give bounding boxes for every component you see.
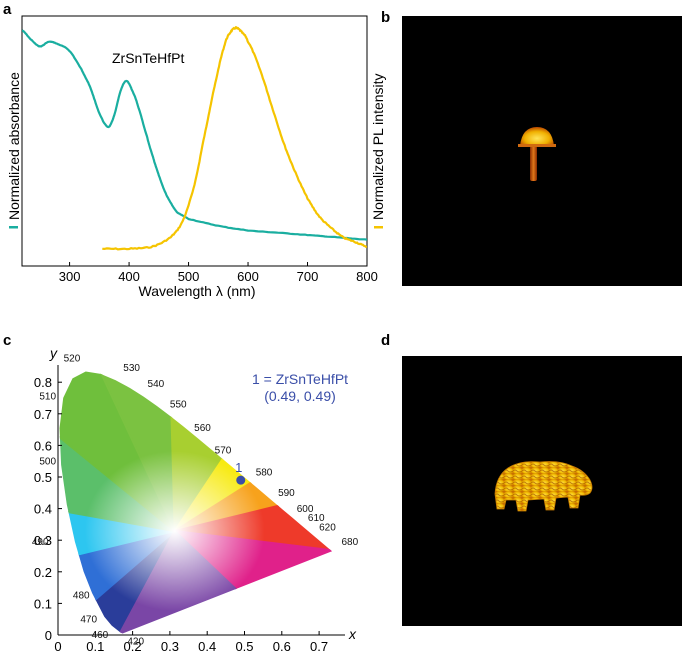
panel-a-x-tick-label: 700 — [297, 269, 319, 284]
panel-c-x-tick-label: 0.5 — [235, 639, 253, 654]
panel-c-x-tick-label: 0 — [54, 639, 61, 654]
wavelength-label: 600 — [297, 504, 314, 515]
panel-c-x-tick-label: 0.3 — [161, 639, 179, 654]
wavelength-label: 570 — [215, 445, 232, 456]
wavelength-label: 520 — [64, 354, 81, 365]
wavelength-label: 560 — [194, 423, 211, 434]
panel-c-y-tick-label: 0.2 — [34, 565, 52, 580]
wavelength-label: 470 — [80, 614, 97, 625]
panel-c-legend-line1: 1 = ZrSnTeHfPt — [252, 371, 348, 387]
panel-c-ticks: 0 0.1 0.2 0.3 0.4 0.5 0.6 0.7 0 0.1 0.2 0.3 0.4 0.5 0.… — [34, 375, 328, 654]
wavelength-label: 530 — [123, 363, 140, 374]
chromaticity-fill — [59, 371, 332, 634]
pl-series-line — [102, 25, 367, 251]
panel-c-points: 1 — [235, 460, 246, 485]
panel-c-legend-line2: (0.49, 0.49) — [264, 388, 336, 404]
panel-a-x-tick-label: 400 — [118, 269, 140, 284]
panel-c-x-tick-label: 0.4 — [198, 639, 216, 654]
panel-c-x-axis-title: x — [348, 626, 357, 642]
panel-c-y-tick-label: 0.7 — [34, 407, 52, 422]
panel-letter-d: d — [381, 332, 390, 349]
wavelength-label: 420 — [127, 636, 144, 647]
panel-a-x-tick-label: 600 — [237, 269, 259, 284]
mushroom-emission-image — [518, 127, 556, 181]
chromaticity-diagram — [59, 371, 332, 634]
wavelength-label: 590 — [278, 488, 295, 499]
wavelength-label: 580 — [256, 467, 273, 478]
pl-legend-swatch — [374, 226, 383, 229]
absorbance-series-line — [22, 29, 367, 241]
wavelength-label: 460 — [92, 630, 109, 641]
panel-c-y-tick-label: 0.3 — [34, 533, 52, 548]
wavelength-label: 680 — [341, 537, 358, 548]
panel-c-x-tick-label: 0.2 — [124, 639, 142, 654]
panel-c-y-tick-label: 0.1 — [34, 596, 52, 611]
panel-letter-a: a — [3, 1, 12, 18]
panel-a-x-tick-label: 500 — [178, 269, 200, 284]
panel-a-x-axis-title: Wavelength λ (nm) — [139, 283, 256, 299]
panel-d-image — [402, 356, 682, 626]
panel-c-y-tick-label: 0.4 — [34, 502, 52, 517]
panel-a-x-tick-label: 300 — [59, 269, 81, 284]
mushroom-cap — [520, 127, 554, 146]
panel-c-x-tick-label: 0.7 — [310, 639, 328, 654]
panel-b-image — [402, 16, 682, 286]
panel-letter-b: b — [381, 9, 390, 26]
bear-shape — [494, 461, 593, 512]
mushroom-rim — [518, 144, 556, 147]
panel-b-background — [402, 16, 682, 286]
bear-emission-image — [494, 461, 593, 512]
panel-a-left-axis-title: Normalized absorbance — [6, 72, 22, 220]
panel-c-y-tick-label: 0.5 — [34, 470, 52, 485]
panel-letter-c: c — [3, 332, 11, 349]
panel-a-x-ticks: 300 400 500 600 700 800 — [59, 262, 378, 284]
panel-c-chart: 0 0.1 0.2 0.3 0.4 0.5 0.6 0.7 0 0.1 0.2 0.3 0.4 0.5 0.… — [32, 345, 359, 654]
wavelength-label: 540 — [148, 379, 165, 390]
wavelength-label: 500 — [39, 456, 56, 467]
panel-a-chart: 300 400 500 600 700 800 ZrSnTeHfPt Wavelength… — [6, 15, 386, 299]
wavelength-label: 550 — [170, 399, 187, 410]
cie-data-point-label: 1 — [235, 460, 242, 475]
wavelength-label: 490 — [32, 537, 49, 548]
panel-c-y-tick-label: 0.6 — [34, 438, 52, 453]
panel-a-frame — [21, 15, 368, 267]
panel-c-x-tick-label: 0.6 — [273, 639, 291, 654]
wavelength-label: 510 — [39, 392, 56, 403]
wavelength-label: 620 — [319, 523, 336, 534]
panel-a-right-axis-title: Normalized PL intensity — [370, 73, 386, 220]
panel-c-x-tick-label: 0.1 — [86, 639, 104, 654]
wavelength-label: 610 — [308, 513, 325, 524]
cie-data-point — [236, 475, 246, 485]
panel-c-y-axis-title: y — [49, 345, 58, 361]
panel-a-sample-label: ZrSnTeHfPt — [112, 50, 184, 66]
panel-c-y-tick-label: 0 — [45, 628, 52, 643]
wavelength-label: 480 — [73, 591, 90, 602]
white-point-glow — [84, 451, 265, 612]
absorbance-legend-swatch — [9, 226, 18, 229]
wavelength-labels: 420 460 470 480 490 500 510 520 530 540 550 560 570 5… — [32, 354, 359, 648]
panel-c-y-tick-label: 0.8 — [34, 375, 52, 390]
panel-a-x-tick-label: 800 — [356, 269, 378, 284]
mushroom-stem — [530, 146, 537, 181]
